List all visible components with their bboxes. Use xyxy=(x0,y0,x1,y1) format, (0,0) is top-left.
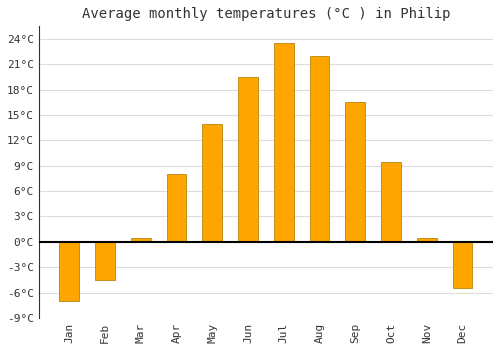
Bar xyxy=(274,43,293,242)
Bar xyxy=(310,56,330,242)
Bar xyxy=(95,242,115,280)
Bar xyxy=(166,174,186,242)
Bar xyxy=(238,77,258,242)
Title: Average monthly temperatures (°C ) in Philip: Average monthly temperatures (°C ) in Ph… xyxy=(82,7,450,21)
Bar xyxy=(381,162,401,242)
Bar xyxy=(60,242,79,301)
Bar xyxy=(202,124,222,242)
Bar xyxy=(452,242,472,288)
Bar xyxy=(346,102,365,242)
Bar xyxy=(131,238,150,242)
Bar xyxy=(417,238,436,242)
